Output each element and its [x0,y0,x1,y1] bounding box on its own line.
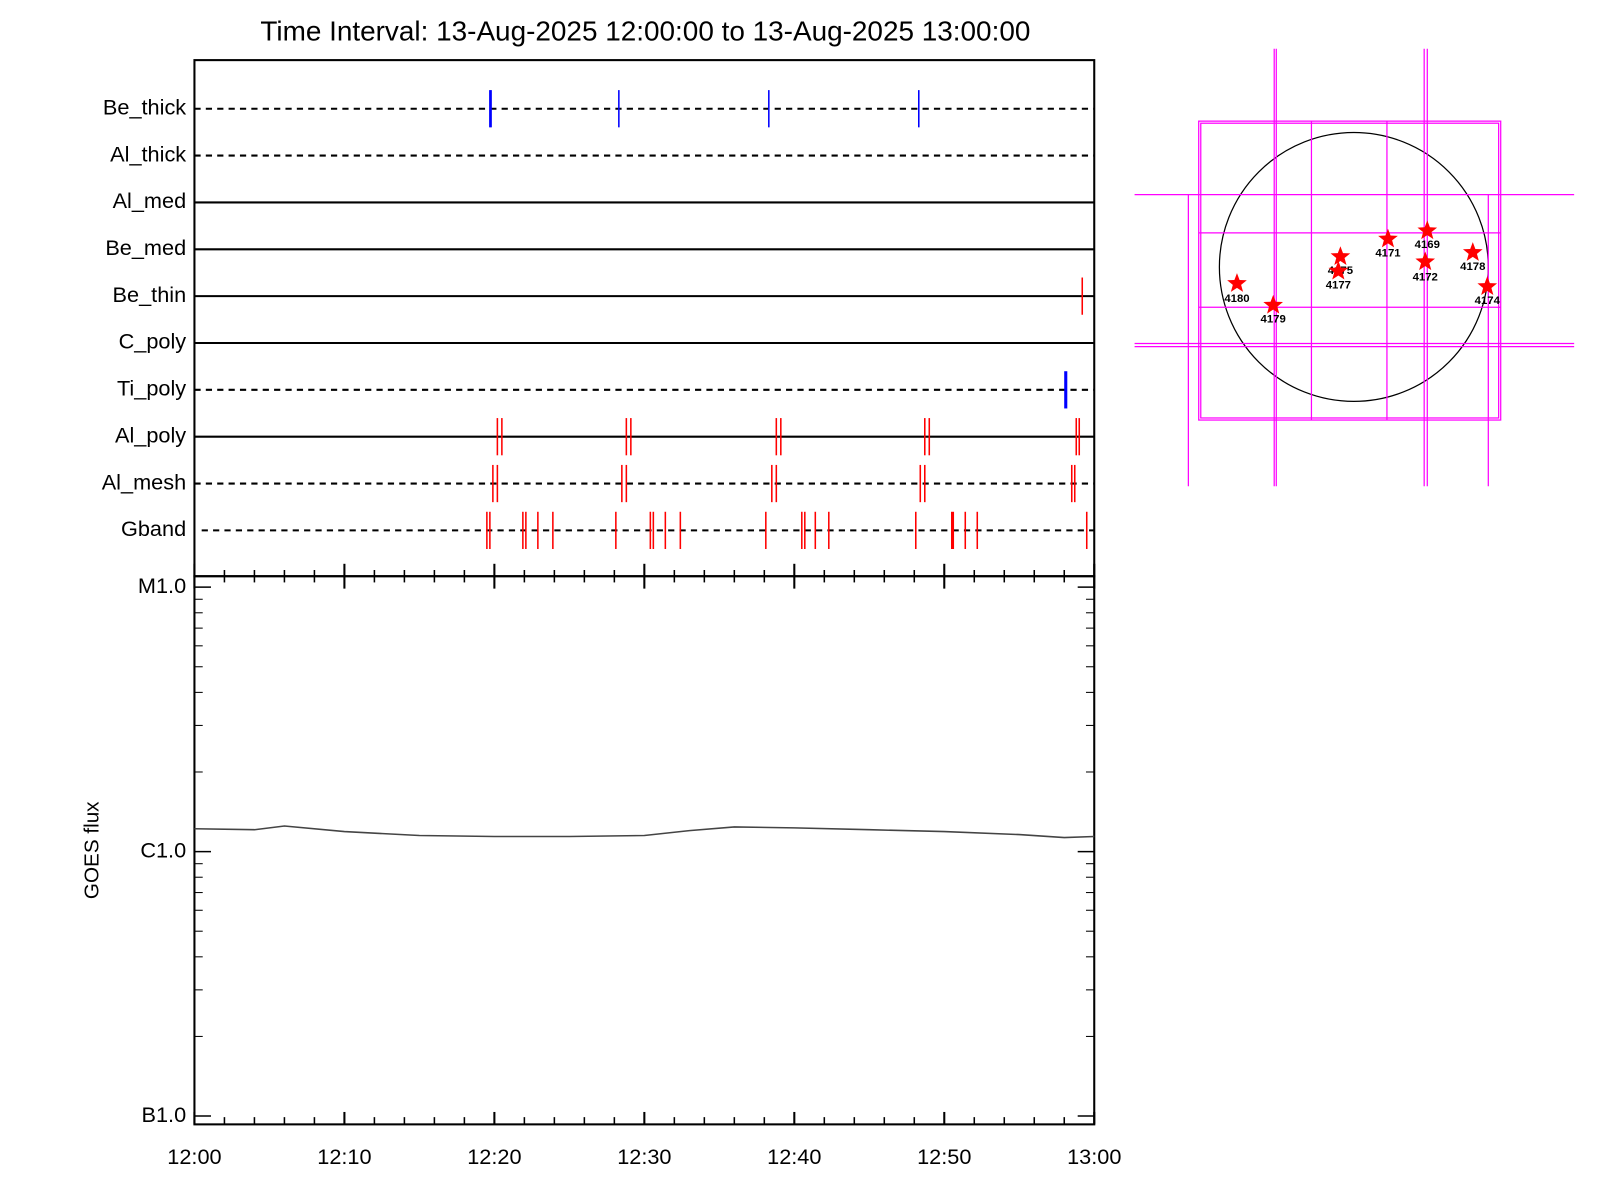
y-tick-label: C1.0 [140,837,186,862]
sun-map [1134,48,1575,487]
region-star [1462,242,1483,261]
fov-box [1198,120,1502,421]
row-label: Be_thin [113,282,187,307]
row-label: Be_med [105,235,186,260]
solar-disk [1218,131,1489,403]
row-label: Al_thick [110,141,186,166]
x-tick-label: 12:20 [467,1144,521,1169]
region-label: 4172 [1413,271,1438,283]
row-label: Ti_poly [117,376,186,401]
x-tick-label: 12:00 [167,1144,221,1169]
x-tick-label: 13:00 [1067,1144,1121,1169]
row-label: C_poly [119,329,187,354]
row-label: Al_mesh [102,469,186,494]
region-label: 4179 [1261,314,1286,326]
fov-box [1200,122,1500,419]
region-label: 4180 [1224,293,1249,305]
region-star [1477,276,1498,295]
row-label: Al_med [113,188,187,213]
region-star [1415,251,1436,271]
region-label: 4171 [1375,248,1400,260]
y-tick-label: B1.0 [142,1102,187,1127]
y-tick-label: M1.0 [138,573,186,598]
timeline-frame [193,59,1096,578]
x-tick-label: 12:50 [917,1144,971,1169]
y-axis-label: GOES flux [81,801,104,899]
region-star [1328,260,1349,280]
flux-line [194,825,1095,839]
region-label: 4169 [1415,239,1440,251]
region-star [1227,273,1247,292]
row-label: Gband [121,516,186,541]
region-label: 4174 [1475,295,1501,307]
region-star [1378,228,1398,248]
x-tick-label: 12:30 [617,1144,671,1169]
region-star [1330,246,1351,266]
region-star [1417,220,1438,240]
x-tick-label: 12:40 [767,1144,821,1169]
region-label: 4178 [1460,261,1485,273]
region-star [1263,294,1283,314]
flux-frame [193,575,1096,1126]
row-label: Be_thick [103,94,186,119]
row-label: Al_poly [115,422,186,447]
chart-title: Time Interval: 13-Aug-2025 12:00:00 to 1… [260,16,1030,47]
x-tick-label: 12:10 [317,1144,371,1169]
region-label: 4177 [1326,280,1351,292]
